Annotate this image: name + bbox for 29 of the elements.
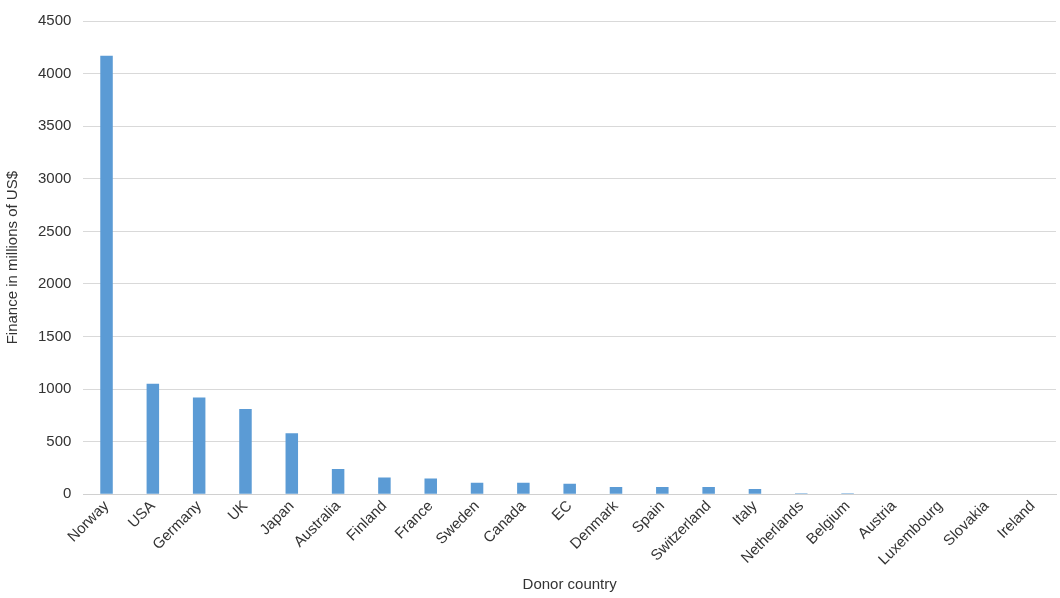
bar [146, 383, 160, 494]
y-tick-label: 1000 [37, 379, 72, 397]
bar [100, 55, 113, 494]
x-axis-title: Donor country [522, 575, 618, 593]
y-tick-label: 4000 [37, 63, 72, 81]
bar [517, 482, 530, 494]
x-tick-label: EC [547, 496, 575, 524]
bar [331, 469, 345, 494]
bar [378, 477, 391, 494]
bar [609, 486, 623, 494]
x-tick-label: UK [223, 496, 251, 524]
bar [656, 486, 669, 494]
y-tick-label: 500 [46, 431, 72, 449]
bar [702, 486, 715, 494]
y-tick-label: 1500 [37, 326, 72, 344]
y-tick-label: 2000 [37, 274, 72, 292]
bar [563, 483, 576, 494]
bar [424, 478, 437, 494]
y-tick-label: 3000 [37, 168, 72, 186]
y-tick-label: 2500 [37, 221, 72, 239]
bar [239, 409, 252, 494]
y-tick-label: 0 [63, 484, 72, 502]
y-tick-label: 3500 [37, 116, 72, 134]
y-axis-title: Finance in millions of US$ [3, 170, 21, 345]
bar [192, 397, 206, 494]
bar [748, 489, 762, 494]
y-tick-label: 4500 [37, 11, 72, 29]
bar [285, 433, 299, 494]
bar [470, 482, 484, 494]
